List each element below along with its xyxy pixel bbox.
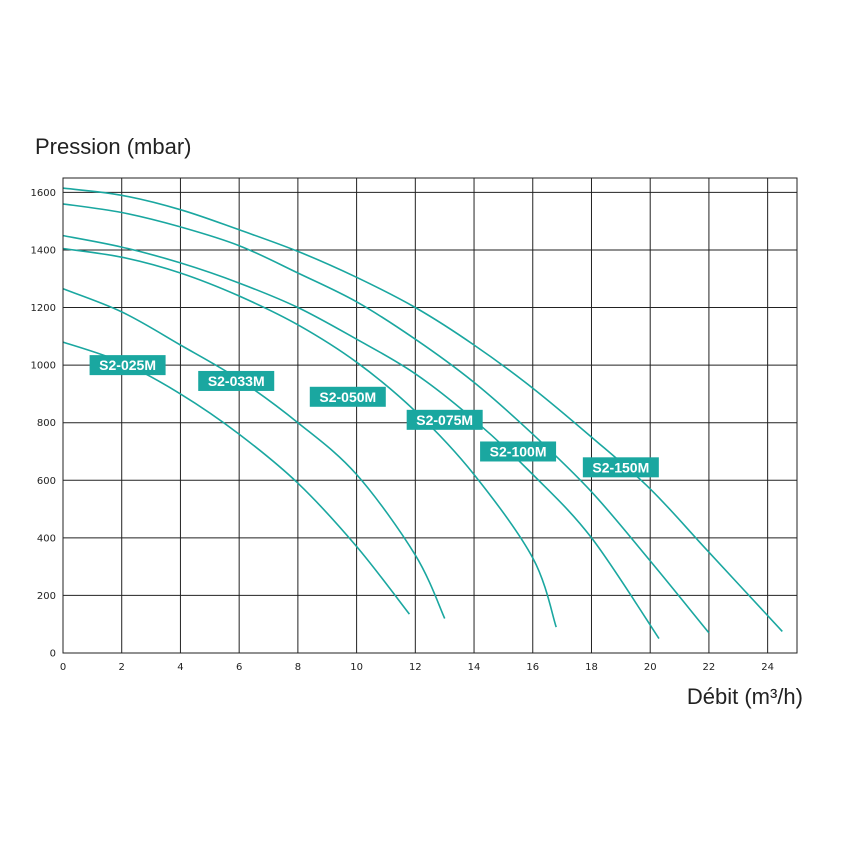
series-tag-label: S2-033M [208, 373, 265, 389]
series-tag-label: S2-050M [319, 389, 376, 405]
x-tick-label: 24 [761, 662, 774, 673]
x-tick-label: 22 [703, 662, 716, 673]
series-tag-label: S2-100M [490, 443, 547, 459]
series-tag-s2-025m: S2-025M [89, 355, 166, 376]
y-tick-label: 1600 [31, 188, 56, 199]
y-tick-label: 1200 [31, 303, 56, 314]
y-tick-label: 600 [37, 476, 56, 487]
series-line-s2-100m [62, 203, 710, 634]
series-tag-bg [89, 355, 166, 376]
x-tick-label: 10 [350, 662, 363, 673]
x-tick-label: 16 [526, 662, 539, 673]
series-tag-bg [309, 386, 386, 407]
series-line-s2-033m [62, 288, 446, 619]
x-axis-ticks: 0 2 4 6 8 10 12 14 16 18 20 22 24 [60, 662, 774, 673]
series-tag-s2-050m: S2-050M [309, 386, 386, 407]
series-tag-bg [406, 409, 483, 430]
x-tick-label: 6 [236, 662, 242, 673]
series-labels: S2-025M S2-033M S2-050M S2-075M S2-100M S2-15… [89, 355, 659, 478]
series-tag-s2-150m: S2-150M [582, 457, 659, 478]
y-tick-label: 1400 [31, 245, 56, 256]
plot-frame [62, 177, 798, 654]
y-tick-label: 400 [37, 533, 56, 544]
series-lines [62, 187, 783, 640]
x-tick-label: 14 [468, 662, 481, 673]
series-tag-label: S2-025M [99, 357, 156, 373]
x-tick-label: 12 [409, 662, 422, 673]
x-tick-label: 8 [295, 662, 301, 673]
y-tick-label: 800 [37, 418, 56, 429]
series-tag-label: S2-150M [592, 459, 649, 475]
series-tag-s2-100m: S2-100M [480, 441, 557, 462]
y-tick-label: 200 [37, 591, 56, 602]
x-tick-label: 0 [60, 662, 66, 673]
y-axis-ticks: 0 200 400 600 800 1000 1200 1400 1600 [31, 188, 56, 660]
series-line-s2-050m [62, 247, 557, 628]
x-axis-label: Débit (m³/h) [687, 684, 803, 709]
y-tick-label: 0 [50, 649, 56, 660]
x-tick-label: 2 [119, 662, 125, 673]
series-line-s2-075m [62, 234, 660, 640]
series-tag-label: S2-075M [416, 412, 473, 428]
series-tag-s2-075m: S2-075M [406, 409, 483, 430]
y-tick-label: 1000 [31, 361, 56, 372]
series-tag-bg [198, 370, 275, 391]
x-tick-label: 18 [585, 662, 598, 673]
series-line-s2-150m [62, 187, 783, 632]
x-tick-label: 4 [177, 662, 183, 673]
x-tick-label: 20 [644, 662, 657, 673]
y-axis-label: Pression (mbar) [35, 134, 191, 159]
series-tag-bg [480, 441, 557, 462]
series-tag-s2-033m: S2-033M [198, 370, 275, 391]
series-tag-bg [582, 457, 659, 478]
